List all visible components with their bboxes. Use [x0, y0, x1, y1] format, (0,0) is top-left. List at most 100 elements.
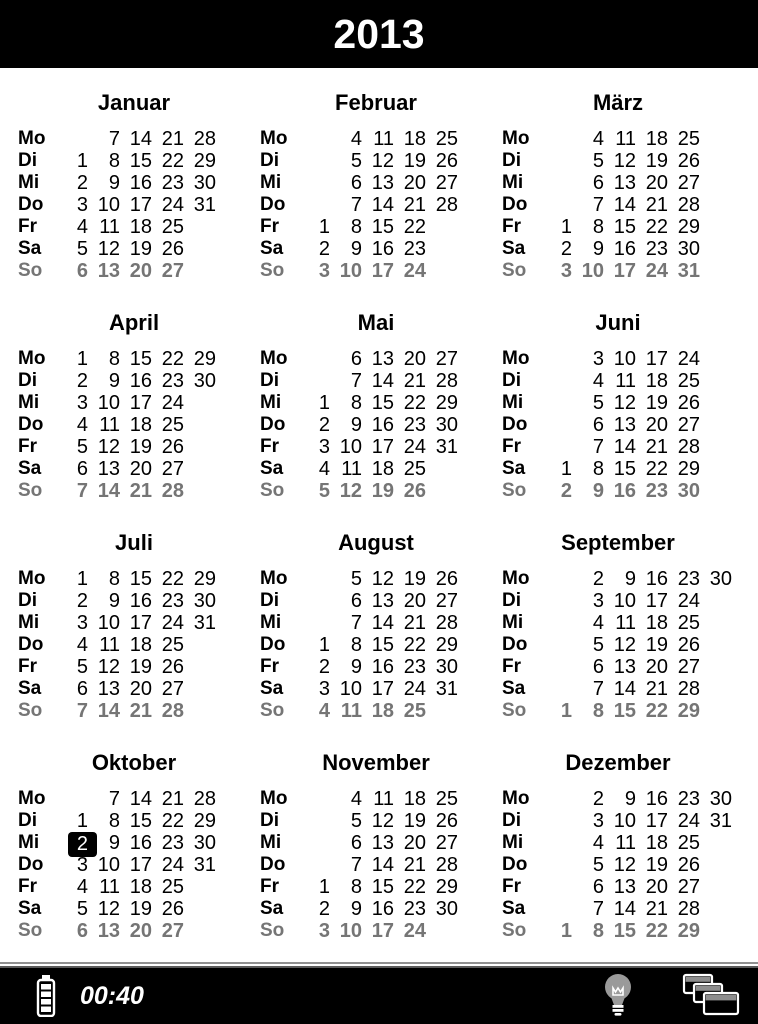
day-cell[interactable]: 1	[318, 634, 330, 656]
day-cell[interactable]: 7	[350, 194, 362, 216]
day-cell[interactable]: 26	[435, 810, 458, 832]
day-cell[interactable]: 17	[129, 194, 152, 216]
day-cell[interactable]: 30	[435, 656, 458, 678]
day-cell[interactable]: 11	[615, 832, 636, 854]
day-cell[interactable]: 2	[318, 656, 330, 678]
day-cell[interactable]: 29	[193, 348, 216, 370]
day-cell[interactable]: 19	[645, 392, 668, 414]
day-cell[interactable]: 28	[677, 436, 700, 458]
day-cell[interactable]: 3	[76, 854, 88, 876]
day-cell[interactable]: 16	[613, 238, 636, 260]
day-cell[interactable]: 22	[403, 876, 426, 898]
day-cell[interactable]: 15	[371, 392, 394, 414]
day-cell[interactable]: 25	[161, 876, 184, 898]
day-cell[interactable]: 27	[161, 260, 184, 282]
day-cell[interactable]: 11	[615, 370, 636, 392]
day-cell[interactable]: 12	[371, 568, 394, 590]
day-cell[interactable]: 24	[403, 920, 426, 942]
day-cell[interactable]: 17	[371, 920, 394, 942]
day-cell[interactable]: 23	[645, 480, 668, 502]
day-cell[interactable]: 25	[161, 414, 184, 436]
day-cell[interactable]: 10	[97, 392, 120, 414]
day-cell[interactable]: 21	[129, 480, 152, 502]
cascade-windows-icon[interactable]	[682, 973, 740, 1019]
day-cell[interactable]: 21	[161, 788, 184, 810]
day-cell[interactable]: 7	[592, 678, 604, 700]
day-cell[interactable]: 10	[339, 436, 362, 458]
day-cell[interactable]: 21	[403, 854, 426, 876]
day-cell[interactable]: 22	[645, 920, 668, 942]
day-cell[interactable]: 10	[339, 920, 362, 942]
day-cell[interactable]: 12	[613, 150, 636, 172]
day-cell[interactable]: 14	[613, 194, 636, 216]
day-cell[interactable]: 20	[129, 678, 152, 700]
day-cell[interactable]: 4	[592, 128, 604, 150]
day-cell[interactable]: 20	[645, 656, 668, 678]
day-cell[interactable]: 15	[129, 348, 152, 370]
day-cell[interactable]: 27	[677, 172, 700, 194]
day-cell[interactable]: 18	[403, 128, 426, 150]
day-cell[interactable]: 9	[108, 590, 120, 612]
day-cell[interactable]: 29	[435, 876, 458, 898]
day-cell[interactable]: 28	[677, 194, 700, 216]
day-cell[interactable]: 1	[560, 216, 572, 238]
day-cell[interactable]: 5	[592, 392, 604, 414]
day-cell[interactable]: 25	[435, 788, 458, 810]
day-cell[interactable]: 5	[76, 238, 88, 260]
day-cell[interactable]: 22	[403, 634, 426, 656]
day-cell[interactable]: 13	[97, 678, 120, 700]
day-cell[interactable]: 28	[435, 612, 458, 634]
day-cell[interactable]: 28	[435, 194, 458, 216]
day-cell[interactable]: 26	[435, 568, 458, 590]
day-cell[interactable]: 16	[129, 832, 152, 854]
day-cell[interactable]: 12	[97, 436, 120, 458]
day-cell[interactable]: 4	[350, 128, 362, 150]
day-cell[interactable]: 12	[371, 810, 394, 832]
day-cell[interactable]: 15	[613, 216, 636, 238]
day-cell[interactable]: 23	[161, 590, 184, 612]
day-cell[interactable]: 29	[677, 920, 700, 942]
day-cell[interactable]: 28	[435, 370, 458, 392]
day-cell[interactable]: 18	[403, 788, 426, 810]
day-cell[interactable]: 19	[129, 656, 152, 678]
day-cell[interactable]: 31	[435, 678, 458, 700]
day-cell[interactable]: 25	[677, 832, 700, 854]
day-cell[interactable]: 9	[624, 568, 636, 590]
day-cell[interactable]: 5	[350, 150, 362, 172]
day-cell[interactable]: 22	[645, 700, 668, 722]
day-cell[interactable]: 18	[645, 128, 668, 150]
day-cell[interactable]: 5	[350, 568, 362, 590]
day-cell[interactable]: 22	[403, 392, 426, 414]
day-cell[interactable]: 10	[613, 348, 636, 370]
day-cell[interactable]: 6	[592, 876, 604, 898]
day-cell[interactable]: 24	[645, 260, 668, 282]
day-cell[interactable]: 2	[592, 568, 604, 590]
day-cell[interactable]: 4	[592, 832, 604, 854]
day-cell[interactable]: 4	[318, 700, 330, 722]
day-cell[interactable]: 13	[613, 172, 636, 194]
day-cell[interactable]: 21	[645, 898, 668, 920]
day-cell[interactable]: 27	[435, 172, 458, 194]
day-cell[interactable]: 4	[592, 612, 604, 634]
day-cell[interactable]: 20	[645, 876, 668, 898]
day-cell[interactable]: 30	[709, 788, 732, 810]
day-cell[interactable]: 23	[403, 656, 426, 678]
day-cell[interactable]: 20	[403, 832, 426, 854]
day-cell[interactable]: 29	[677, 216, 700, 238]
day-cell[interactable]: 23	[403, 898, 426, 920]
day-cell[interactable]: 9	[592, 480, 604, 502]
day-cell[interactable]: 16	[645, 568, 668, 590]
day-cell[interactable]: 12	[339, 480, 362, 502]
day-cell[interactable]: 26	[677, 854, 700, 876]
day-cell[interactable]: 25	[403, 458, 426, 480]
day-cell[interactable]: 19	[403, 810, 426, 832]
day-cell[interactable]: 31	[193, 194, 216, 216]
day-cell[interactable]: 11	[99, 634, 120, 656]
day-cell[interactable]: 12	[97, 898, 120, 920]
day-cell[interactable]: 9	[592, 238, 604, 260]
day-cell[interactable]: 2	[318, 898, 330, 920]
day-cell[interactable]: 6	[350, 172, 362, 194]
day-cell[interactable]: 21	[645, 194, 668, 216]
day-cell[interactable]: 9	[350, 414, 362, 436]
day-cell[interactable]: 29	[677, 458, 700, 480]
